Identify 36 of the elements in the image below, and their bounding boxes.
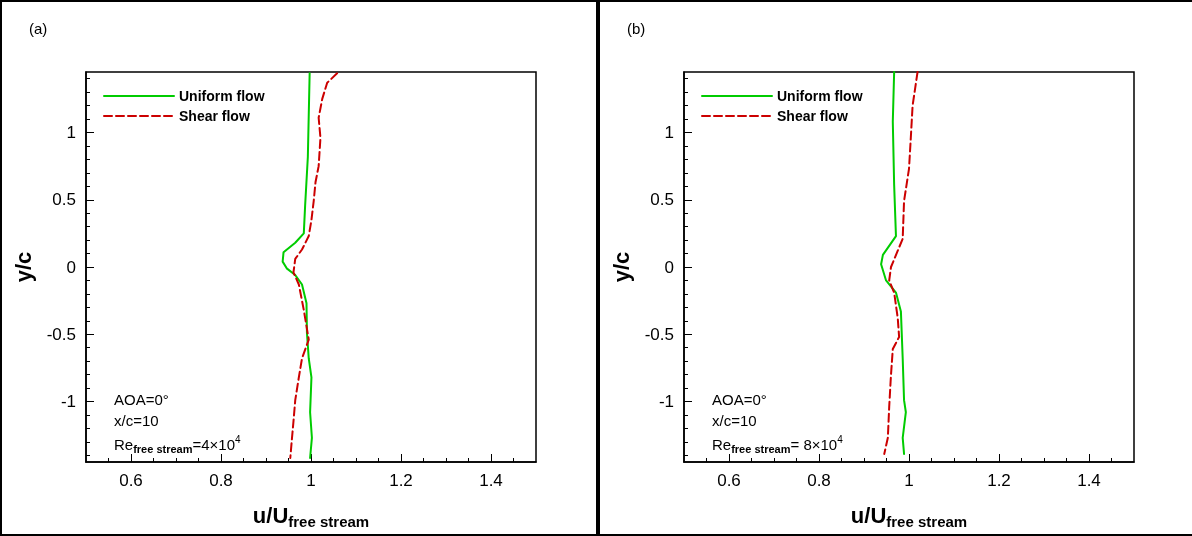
y-tick-label: -0.5 [644, 324, 674, 344]
y-tick-label: 0.5 [52, 190, 76, 210]
x-tick-label: 1.2 [987, 471, 1011, 490]
line-series [281, 72, 313, 459]
x-tick-label: 1.2 [389, 471, 413, 490]
y-axis-title: y/c [10, 251, 36, 283]
y-tick-label: 1 [664, 123, 674, 143]
x-tick-label: 1.4 [479, 471, 503, 490]
legend-label: Shear flow [777, 108, 848, 124]
annotation: x/c=10 [712, 412, 757, 429]
annotation: AOA=0° [114, 391, 169, 408]
chart-title: (a) [29, 20, 48, 37]
x-tick-label: 0.8 [209, 471, 233, 490]
chart-title: (b) [627, 20, 646, 37]
x-tick-label: 0.6 [717, 471, 741, 490]
x-tick-label: 0.8 [807, 471, 831, 490]
x-tick-label: 1.4 [1077, 471, 1101, 490]
x-tick-label: 0.6 [119, 471, 143, 490]
y-tick-label: 0 [664, 257, 674, 277]
y-tick-label: 1 [66, 123, 76, 143]
x-tick-label: 1 [904, 471, 914, 490]
annotation: x/c=10 [114, 412, 159, 429]
y-tick-label: -0.5 [46, 324, 76, 344]
y-tick-label: 0 [66, 257, 76, 277]
y-axis-title: y/c [608, 251, 634, 283]
y-tick-label: 0.5 [650, 190, 674, 210]
annotation: AOA=0° [712, 391, 767, 408]
y-tick-label: -1 [658, 391, 674, 411]
x-tick-label: 1 [306, 471, 316, 490]
line-series [289, 72, 339, 459]
legend-label: Uniform flow [179, 88, 265, 104]
legend-label: Uniform flow [777, 88, 863, 104]
line-series [880, 71, 907, 455]
legend-label: Shear flow [179, 108, 250, 124]
line-series [883, 71, 919, 455]
y-tick-label: -1 [60, 391, 76, 411]
